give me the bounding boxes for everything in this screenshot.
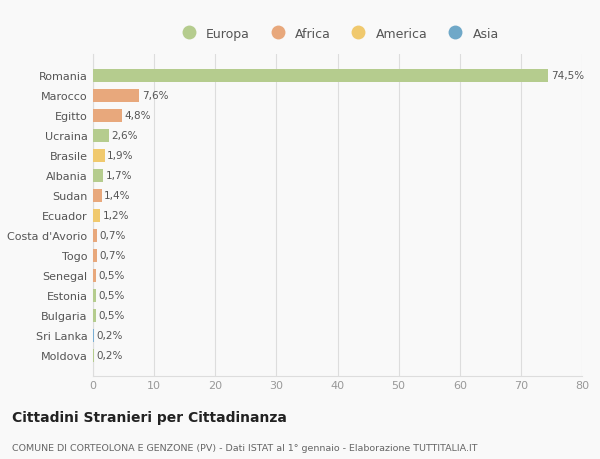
Text: 74,5%: 74,5%: [551, 71, 584, 81]
Text: 0,7%: 0,7%: [100, 231, 126, 241]
Bar: [93, 349, 94, 362]
Bar: [93, 110, 122, 123]
Text: 0,5%: 0,5%: [98, 310, 125, 320]
Text: 7,6%: 7,6%: [142, 91, 169, 101]
Legend: Europa, Africa, America, Asia: Europa, Africa, America, Asia: [171, 23, 504, 46]
Bar: [93, 229, 97, 242]
Text: 4,8%: 4,8%: [125, 111, 151, 121]
Bar: [93, 249, 97, 262]
Text: COMUNE DI CORTEOLONA E GENZONE (PV) - Dati ISTAT al 1° gennaio - Elaborazione TU: COMUNE DI CORTEOLONA E GENZONE (PV) - Da…: [12, 443, 478, 452]
Bar: [93, 209, 100, 222]
Bar: [93, 129, 109, 142]
Text: 1,9%: 1,9%: [107, 151, 134, 161]
Text: 0,2%: 0,2%: [97, 330, 123, 340]
Text: 2,6%: 2,6%: [112, 131, 138, 141]
Bar: [93, 150, 104, 162]
Text: 0,5%: 0,5%: [98, 270, 125, 280]
Bar: [93, 289, 96, 302]
Bar: [93, 189, 101, 202]
Text: Cittadini Stranieri per Cittadinanza: Cittadini Stranieri per Cittadinanza: [12, 411, 287, 425]
Text: 1,2%: 1,2%: [103, 211, 129, 221]
Bar: [93, 309, 96, 322]
Bar: [93, 269, 96, 282]
Bar: [93, 169, 103, 182]
Text: 1,4%: 1,4%: [104, 191, 131, 201]
Bar: [93, 90, 139, 102]
Text: 0,2%: 0,2%: [97, 350, 123, 360]
Text: 1,7%: 1,7%: [106, 171, 133, 181]
Bar: [93, 329, 94, 342]
Bar: [93, 70, 548, 83]
Text: 0,5%: 0,5%: [98, 291, 125, 301]
Text: 0,7%: 0,7%: [100, 251, 126, 261]
